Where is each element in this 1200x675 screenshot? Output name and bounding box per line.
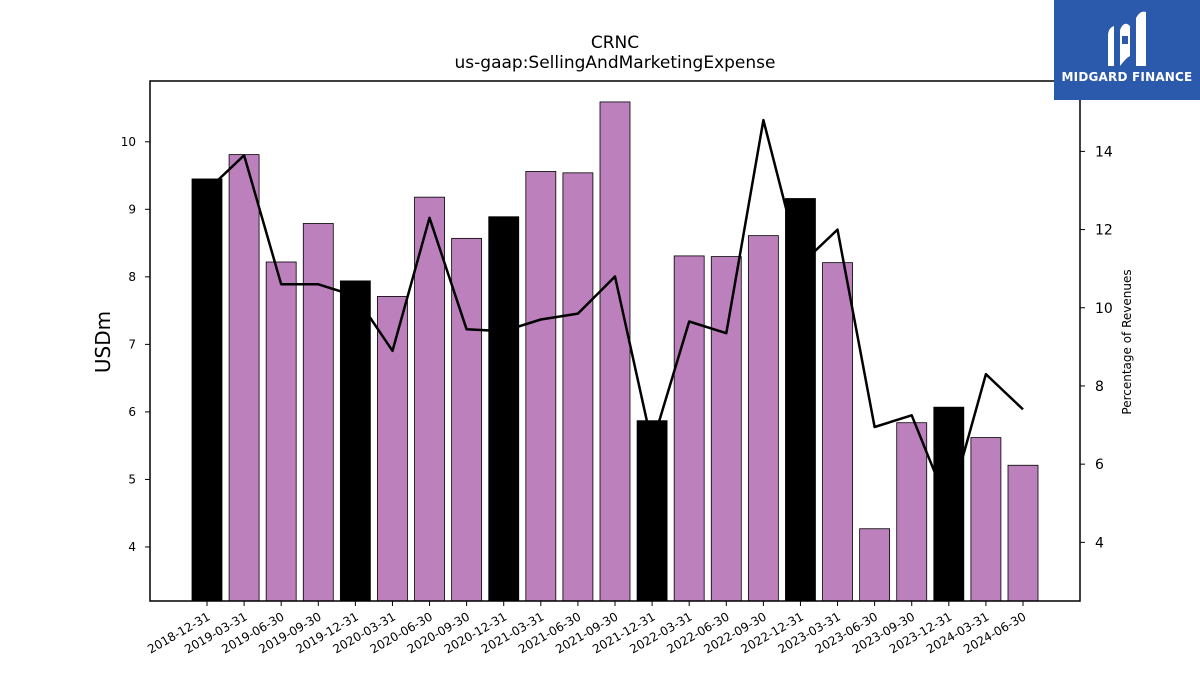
y-tick-label: 6 <box>128 405 136 419</box>
bar <box>228 154 260 602</box>
brand-logo: MIDGARD FINANCE <box>1054 0 1200 100</box>
y-tick-label: 5 <box>128 472 136 486</box>
bar <box>451 237 483 602</box>
y2-tick-label: 14 <box>1095 144 1113 160</box>
brand-name: MIDGARD FINANCE <box>1061 70 1193 84</box>
y-tick-label: 8 <box>128 270 136 284</box>
bar <box>488 216 520 602</box>
y-tick-label: 10 <box>121 135 136 149</box>
y2-tick-label: 12 <box>1095 223 1113 239</box>
y-tick-label: 4 <box>128 540 136 554</box>
bar <box>1007 464 1039 602</box>
bar <box>636 420 668 602</box>
bar <box>562 172 594 602</box>
y-tick-label: 9 <box>128 202 136 216</box>
bar <box>339 280 371 602</box>
y-tick-label: 7 <box>128 337 136 351</box>
y2-axis-label: Percentage of Revenues <box>1120 269 1134 414</box>
bar <box>785 198 816 602</box>
bar <box>822 262 853 602</box>
bar <box>970 437 1002 602</box>
y-axis-label: USDm <box>91 311 115 373</box>
midgard-logo-icon <box>1108 11 1146 67</box>
percentage-line <box>206 118 1024 509</box>
y2-tick-label: 4 <box>1095 535 1104 551</box>
bar <box>525 171 557 602</box>
bar <box>599 101 631 602</box>
y2-tick-label: 10 <box>1095 301 1113 317</box>
bar <box>859 528 891 602</box>
bar <box>377 296 408 602</box>
bar <box>265 261 297 602</box>
bar <box>896 422 928 602</box>
bar <box>191 178 223 602</box>
chart-title: CRNC <box>591 33 639 53</box>
chart-subtitle: us-gaap:SellingAndMarketingExpense <box>455 53 776 73</box>
bar <box>710 256 742 602</box>
y2-tick-label: 8 <box>1095 379 1104 395</box>
y2-tick-label: 6 <box>1095 457 1104 473</box>
bar <box>414 196 445 602</box>
bar <box>747 235 779 602</box>
bar <box>673 255 705 602</box>
bar <box>302 223 334 602</box>
